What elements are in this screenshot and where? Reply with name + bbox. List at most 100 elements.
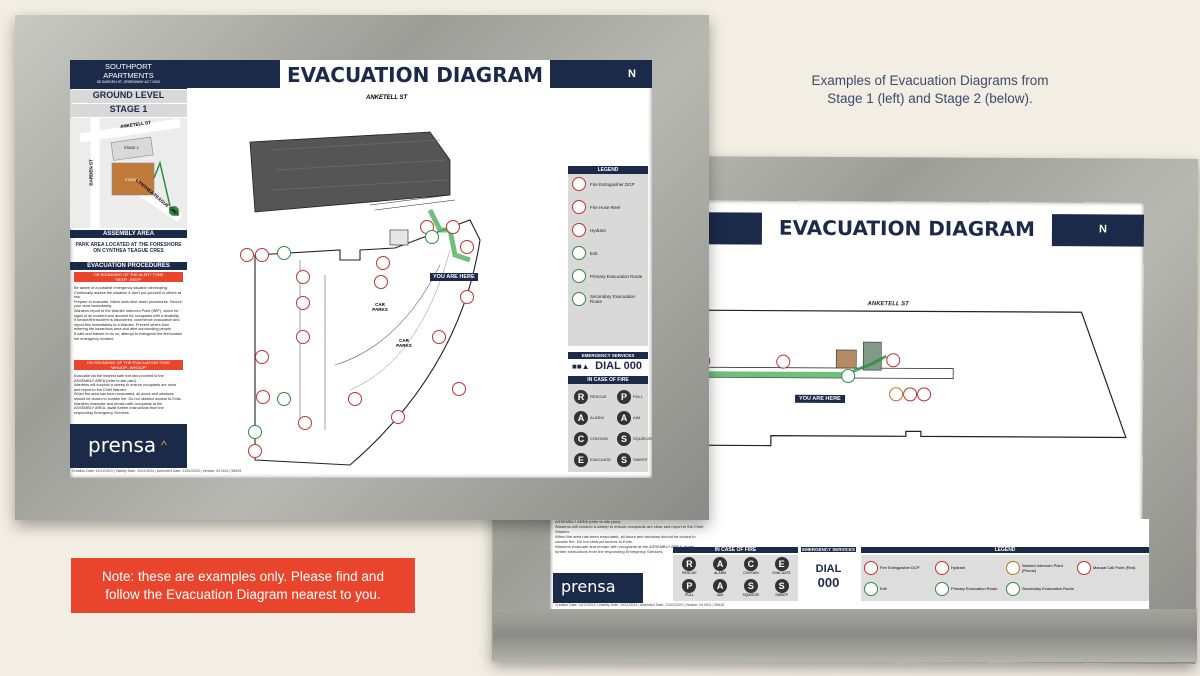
- phone-icons: ■■▲: [572, 362, 590, 371]
- fire-step-contain-icon: C: [743, 557, 758, 571]
- stage2-call-point-icon: [903, 387, 918, 402]
- stage2-legend-head: LEGEND: [861, 547, 1149, 553]
- stage2-prensa-logo: prensa: [561, 577, 616, 596]
- legend-primary-route-icon: [572, 269, 586, 283]
- stage1-frame: SOUTHPORT APARTMENTS 85 DARDEN ST, GREEN…: [15, 15, 709, 520]
- stage1-sign: SOUTHPORT APARTMENTS 85 DARDEN ST, GREEN…: [70, 60, 652, 478]
- map-extinguisher-icon: [240, 248, 254, 262]
- map-hydrant-icon: [256, 390, 270, 404]
- fire-step-squeeze-icon: S: [616, 431, 631, 446]
- legend-secondary-route-icon: [572, 292, 586, 306]
- site-stage1-label: STAGE 1: [125, 178, 140, 182]
- legend-call-point-icon: [1077, 560, 1091, 575]
- fire-step-alarm-icon: A: [713, 557, 728, 571]
- map-extinguisher-icon: [452, 382, 466, 396]
- stage1-north-arrow-icon: N: [621, 63, 643, 85]
- map-extinguisher-icon: [348, 392, 362, 406]
- legend-secondary-route-icon: [1006, 581, 1020, 596]
- stage1-fire-steps: R RESCUE P PULL A ALARM A AIM C CONTAIN S SQUE…: [568, 384, 652, 472]
- stage2-legend: Fire Extinguisher DCP Hydrant Warden Int…: [861, 555, 1149, 601]
- stage1-title: EVACUATION DIAGRAM: [287, 63, 543, 87]
- fire-step-contain-icon: C: [574, 431, 588, 446]
- stage1-footer: Creation Date: 19/11/2019 | Validity Dat…: [72, 469, 242, 473]
- assembly-head: ASSEMBLY AREA: [70, 230, 187, 238]
- map-hydrant-icon: [460, 290, 474, 304]
- legend-hydrant-icon: [935, 560, 949, 575]
- examples-caption: Examples of Evacuation Diagrams from Sta…: [811, 73, 1049, 106]
- legend-exit-icon: [864, 581, 878, 596]
- fire-step-sweep-icon: S: [774, 579, 789, 593]
- proc-bullets: Be aware of a possible emergency situati…: [74, 286, 183, 341]
- fire-step-aim-icon: A: [616, 410, 631, 425]
- legend-primary-route-icon: [935, 581, 949, 596]
- stage1-fire-head: IN CASE OF FIRE: [568, 376, 648, 384]
- site-street-left: DARDEN ST: [88, 159, 94, 186]
- stage1-street-label: ANKETELL ST: [366, 95, 408, 101]
- map-hose-reel-icon: [446, 220, 460, 234]
- stage1-prensa-logo: prensa: [88, 433, 157, 457]
- stage2-extinguisher-icon: [917, 387, 932, 402]
- map-extinguisher-icon: [374, 275, 388, 289]
- stage1-legend: Fire Extinguisher DCP Fire Hose Reel Hyd…: [568, 174, 648, 346]
- map-hose-reel-icon: [248, 444, 262, 458]
- map-extinguisher-icon: [255, 350, 269, 364]
- fire-step-rescue-icon: R: [682, 557, 697, 571]
- stage-label: STAGE 1: [70, 104, 187, 117]
- stage2-hydrant-icon: [886, 353, 901, 368]
- fire-step-evacuate-icon: E: [574, 452, 588, 467]
- stage1-you-are-here: YOU ARE HERE: [430, 273, 478, 281]
- site-stage2-label: STAGE 2: [124, 146, 139, 150]
- stage1-dial: DIAL 000: [568, 360, 648, 372]
- legend-wip-icon: [1006, 560, 1020, 575]
- fire-step-squeeze-icon: S: [743, 579, 758, 593]
- fire-step-sweep-icon: S: [616, 452, 631, 467]
- map-exit-icon: [425, 230, 439, 244]
- stage2-dial: DIAL 000: [815, 563, 842, 590]
- legend-hydrant-icon: [572, 223, 586, 237]
- alert-head: ON SOUNDING OF THE ALERT TONE "BEEP...BEE…: [74, 272, 183, 282]
- evac-bullets: Evacuate via the nearest safe exit and p…: [74, 374, 182, 415]
- map-extinguisher-icon: [298, 416, 312, 430]
- stage2-bullets: ASSEMBLY AREA (refer to site plan). Ward…: [555, 519, 704, 554]
- evac-head: ON SOUNDING OF THE EVACUATION TONE "WHOOP…: [74, 360, 183, 370]
- building-header: SOUTHPORT APARTMENTS 85 DARDEN ST, GREEN…: [70, 60, 187, 89]
- legend-exit-icon: [572, 246, 586, 260]
- map-extinguisher-icon: [376, 256, 390, 270]
- stage2-fire-head: IN CASE OF FIRE: [673, 547, 798, 553]
- stage2-you-are-here: YOU ARE HERE: [795, 394, 845, 403]
- car-parks-label-1: CAR PARKS: [372, 302, 388, 312]
- stage1-floor-plan: [249, 131, 481, 466]
- map-extinguisher-icon: [296, 330, 310, 344]
- prensa-chevron-icon: ^: [161, 438, 167, 452]
- fire-step-pull-icon: P: [682, 579, 697, 593]
- map-hose-reel-icon: [255, 248, 269, 262]
- map-exit-icon: [277, 392, 291, 406]
- stage2-footer: Creation Date: 19/11/2019 | Validity Dat…: [555, 603, 725, 607]
- fire-step-rescue-icon: R: [574, 389, 588, 404]
- note-box: Note: these are examples only. Please fi…: [71, 558, 415, 613]
- fire-step-pull-icon: P: [616, 389, 631, 404]
- stage1-brand-band: [70, 424, 187, 468]
- stage2-title: EVACUATION DIAGRAM: [778, 215, 1036, 241]
- level-label: GROUND LEVEL: [70, 90, 187, 103]
- fire-step-evacuate-icon: E: [774, 557, 789, 571]
- fire-step-aim-icon: A: [713, 579, 728, 593]
- map-hydrant-icon: [296, 270, 310, 284]
- map-hydrant-icon: [460, 240, 474, 254]
- legend-extinguisher-icon: [572, 177, 586, 191]
- car-parks-label-2: CAR PARKS: [396, 338, 412, 348]
- stage2-emergency-head: EMERGENCY SERVICES: [801, 547, 856, 552]
- map-extinguisher-icon: [296, 296, 310, 310]
- stage2-wip-icon: [889, 387, 904, 402]
- site-plan: [70, 118, 187, 228]
- stage2-exit-icon: [841, 368, 856, 384]
- map-extinguisher-icon: [391, 410, 405, 424]
- stage2-extinguisher-icon: [776, 354, 791, 369]
- map-exit-icon: [277, 246, 291, 260]
- legend-extinguisher-icon: [864, 560, 878, 575]
- stage1-legend-head: LEGEND: [568, 166, 648, 174]
- stage1-emergency-head: EMERGENCY SERVICES: [568, 352, 648, 359]
- stage2-north-arrow-icon: N: [1091, 218, 1115, 241]
- fire-step-alarm-icon: A: [574, 410, 588, 425]
- stage2-frame-bottom: [493, 609, 1197, 662]
